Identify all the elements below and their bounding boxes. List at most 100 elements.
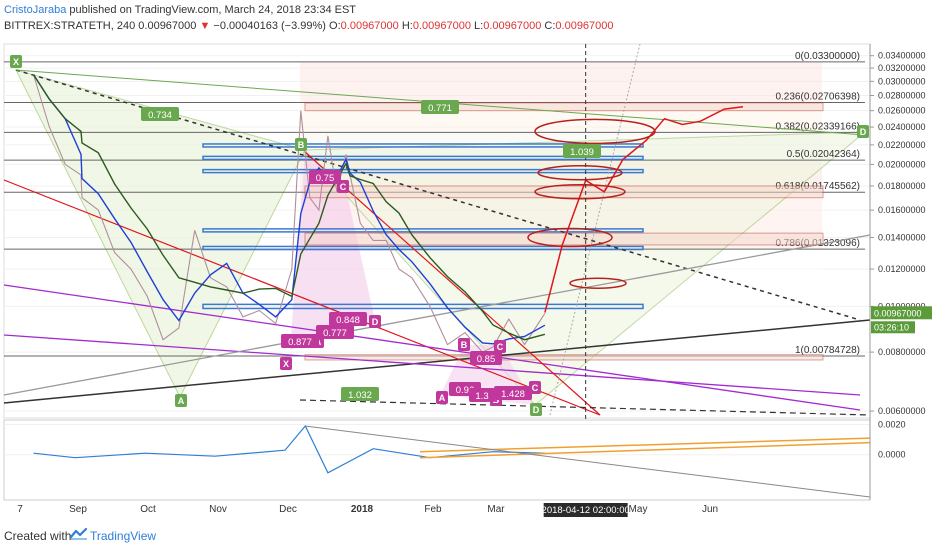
y-tick-label: 0.01400000 xyxy=(878,232,926,242)
low-value: 0.00967000 xyxy=(483,20,542,32)
countdown-tag xyxy=(871,321,915,334)
osc-trend-line xyxy=(419,441,871,459)
ratio-label: 0.777 xyxy=(323,328,347,339)
ohlc-line: BITTREX:STRATETH, 240 0.00967000 ▼ −0.00… xyxy=(4,20,614,32)
ratio-label: 0.96 xyxy=(456,385,475,396)
pattern-point-marker xyxy=(10,55,22,68)
fib-level-label: 1(0.00784728) xyxy=(795,345,860,356)
ratio-label: 0.734 xyxy=(148,110,172,121)
osc-tick-label: 0.0000 xyxy=(878,450,906,460)
ratio-label-box xyxy=(421,100,459,114)
y-tick-label: 0.01200000 xyxy=(878,264,926,274)
fib-level-label: 0.236(0.02706398) xyxy=(775,91,860,102)
crosshair-date-label: 2018-04-12 02:00:00 xyxy=(542,505,630,516)
ratio-label: 1.039 xyxy=(570,147,594,158)
y-tick-label: 0.03200000 xyxy=(878,63,926,73)
pattern-point-label: B xyxy=(298,140,305,150)
trend-line xyxy=(299,399,871,416)
ratio-label: 0.877 xyxy=(288,337,312,348)
support-bar xyxy=(202,228,644,233)
pattern-point-label: C xyxy=(497,342,504,352)
open-label: O: xyxy=(329,20,341,32)
trend-line xyxy=(3,284,861,411)
axes: 0.03400000 0.03200000 0.03000000 0.02800000… xyxy=(17,44,932,517)
ratio-label: 0.771 xyxy=(428,103,452,114)
x-tick-label: Dec xyxy=(279,504,297,515)
osc-tick-label: 0.0020 xyxy=(878,420,906,430)
fib-level-label: 0(0.03300000) xyxy=(795,51,860,62)
ma-slow-line xyxy=(32,74,546,341)
y-tick-label: 0.02400000 xyxy=(878,122,926,132)
x-tick-label: Oct xyxy=(140,504,156,515)
y-tick-label: 0.00800000 xyxy=(878,347,926,357)
harmonic-triangle xyxy=(303,131,867,406)
x-tick-label: 7 xyxy=(17,504,23,515)
ratio-label-box xyxy=(494,386,532,400)
author-link[interactable]: CristoJaraba xyxy=(4,4,67,16)
chart-header: CristoJaraba published on TradingView.co… xyxy=(0,0,932,40)
y-tick-label: 0.02000000 xyxy=(878,159,926,169)
main-pane: 0(0.03300000) 0.236(0.02706398) 0.382(0.02… xyxy=(3,43,871,500)
pattern-point-label: D xyxy=(372,317,379,327)
last-price-label: 0.00967000 xyxy=(874,308,922,318)
resistance-box xyxy=(304,102,824,112)
trend-line xyxy=(3,319,871,404)
y-tick-label: 0.01800000 xyxy=(878,181,926,191)
crosshair-date-tag xyxy=(543,503,628,517)
ratio-label: 0.85 xyxy=(477,354,496,365)
support-bar xyxy=(202,303,644,310)
pattern-point-marker xyxy=(175,394,187,407)
ratio-label-box xyxy=(563,144,601,158)
tradingview-link[interactable]: TradingView xyxy=(90,529,157,543)
pattern-point-label: C xyxy=(532,383,539,393)
price-chart[interactable]: 0(0.03300000) 0.236(0.02706398) 0.382(0.02… xyxy=(0,40,932,522)
price-line xyxy=(32,74,546,353)
fib-level-label: 0.5(0.02042364) xyxy=(787,149,860,160)
resistance-box xyxy=(304,354,824,361)
pattern-point-marker xyxy=(280,357,292,370)
close-label: C: xyxy=(544,20,556,32)
pattern-point-label: A xyxy=(439,393,446,403)
trend-line xyxy=(3,234,871,396)
x-tick-label: May xyxy=(629,504,648,515)
ratio-label: 0.848 xyxy=(336,315,360,326)
down-arrow-icon: ▼ xyxy=(199,20,211,32)
published-text: published on TradingView.com, March 24, … xyxy=(69,4,357,16)
countdown-label: 03:26:10 xyxy=(874,322,909,332)
x-tick-label: Nov xyxy=(209,504,227,515)
pattern-point-marker xyxy=(369,315,381,328)
ratio-label-box xyxy=(281,334,319,348)
high-label: H: xyxy=(401,20,413,32)
footer: Created with TradingView xyxy=(0,522,932,550)
pattern-point-label: D xyxy=(860,127,867,137)
ratio-label-box xyxy=(141,107,179,121)
pattern-point-marker xyxy=(436,391,448,404)
target-ellipse xyxy=(537,165,623,181)
ratio-label: 1.428 xyxy=(501,389,525,400)
target-ellipse xyxy=(534,184,626,200)
fib-zone xyxy=(300,61,822,103)
ratio-label-box xyxy=(329,312,367,326)
ratio-label-box xyxy=(309,170,341,184)
pattern-point-marker xyxy=(494,340,506,353)
x-tick-label: 2018 xyxy=(351,504,374,515)
high-value: 0.00967000 xyxy=(412,20,471,32)
last-price-tag xyxy=(871,306,932,320)
oscillator-pane xyxy=(3,419,871,501)
publish-line: CristoJaraba published on TradingView.co… xyxy=(4,4,356,16)
ratio-label: 1.032 xyxy=(348,390,372,401)
projection-line xyxy=(544,106,744,313)
pattern-point-label: C xyxy=(340,182,347,192)
tradingview-logo-icon[interactable] xyxy=(70,527,88,541)
ratio-label: 1.3 xyxy=(475,391,488,402)
y-tick-label: 0.02200000 xyxy=(878,140,926,150)
ma-fast-line xyxy=(32,74,546,345)
fib-level-label: 0.382(0.02339166) xyxy=(775,121,860,132)
pattern-point-label: D xyxy=(533,405,540,415)
ratio-label-box xyxy=(470,351,502,365)
target-ellipse xyxy=(569,277,627,289)
ratio-label-box xyxy=(341,387,379,401)
y-tick-label: 0.00600000 xyxy=(878,406,926,416)
ratio-label: 0.75 xyxy=(316,173,335,184)
ratio-label-box xyxy=(469,388,495,402)
